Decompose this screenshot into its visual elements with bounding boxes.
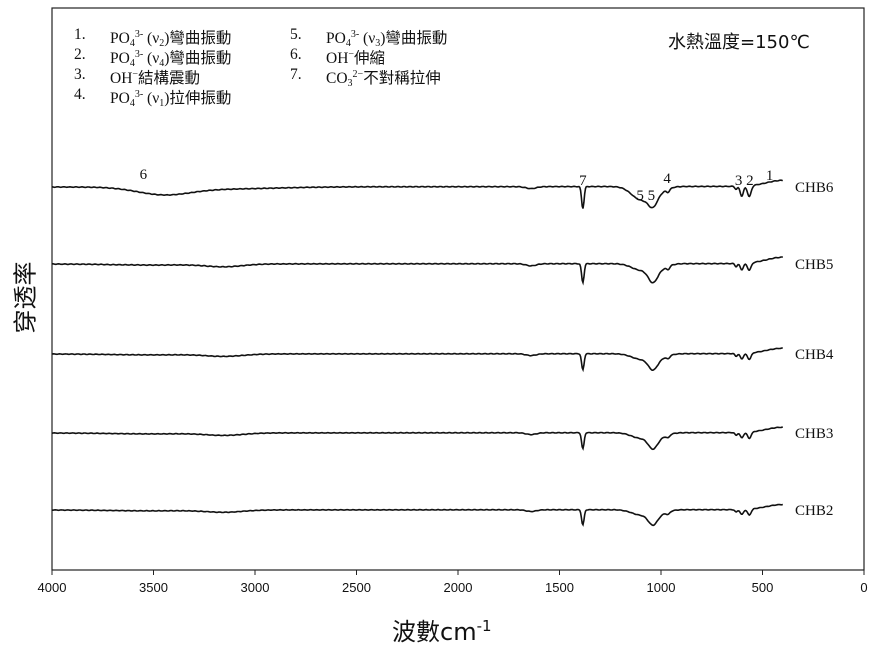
legend-number: 6. bbox=[290, 46, 302, 63]
series-label: CHB4 bbox=[795, 347, 834, 363]
series-label: CHB5 bbox=[795, 257, 833, 273]
series-labels: CHB6 CHB5 CHB4 CHB3 CHB2 bbox=[795, 180, 834, 519]
peak-label: 7 bbox=[579, 173, 587, 189]
x-tick-label: 0 bbox=[860, 580, 867, 595]
legend-number: 2. bbox=[74, 46, 86, 63]
spectrum-line-chb5 bbox=[52, 256, 783, 286]
x-axis-unit: cm bbox=[440, 618, 477, 646]
peak-labels: 6 7 5 5 4 3 2 1 bbox=[140, 167, 774, 204]
legend-text: OH−伸縮 bbox=[326, 49, 386, 67]
series-label: CHB6 bbox=[795, 180, 834, 196]
series-label: CHB3 bbox=[795, 426, 833, 442]
legend-text: CO32−不對稱拉伸 bbox=[326, 69, 441, 89]
legend-text: OH−結構震動 bbox=[110, 69, 201, 87]
spectrum-line-chb4 bbox=[51, 347, 783, 373]
x-tick-label: 3000 bbox=[241, 580, 270, 595]
temperature-annotation: 水熱溫度=150℃ bbox=[668, 32, 810, 53]
legend-number: 3. bbox=[74, 66, 86, 83]
spectrum-line-chb3 bbox=[51, 426, 783, 451]
legend-text: PO43- (ν1)拉伸振動 bbox=[110, 89, 232, 109]
legend-text: PO43- (ν2)彎曲振動 bbox=[110, 29, 232, 49]
x-axis-unit-exponent: -1 bbox=[476, 617, 492, 635]
x-axis-label-text: 波數 bbox=[392, 618, 440, 646]
legend-number: 7. bbox=[290, 66, 302, 83]
series-label: CHB2 bbox=[795, 503, 833, 519]
x-tick-label: 3500 bbox=[139, 580, 168, 595]
legend-text: PO43- (ν3)彎曲振動 bbox=[326, 29, 448, 49]
legend-number: 4. bbox=[74, 86, 86, 103]
x-tick-label: 4000 bbox=[38, 580, 67, 595]
spectrum-line-chb6 bbox=[51, 179, 783, 209]
x-tick-label: 500 bbox=[752, 580, 774, 595]
x-tick-label: 1500 bbox=[545, 580, 574, 595]
legend-number: 1. bbox=[74, 26, 86, 43]
legend-text: PO43- (ν4)彎曲振動 bbox=[110, 49, 232, 69]
spectrum-line-chb2 bbox=[52, 503, 783, 527]
peak-label: 5 5 bbox=[636, 188, 655, 204]
legend-number: 5. bbox=[290, 26, 302, 43]
x-tick-label: 2000 bbox=[444, 580, 473, 595]
peak-label: 4 bbox=[663, 171, 671, 187]
x-axis-ticks: 4000 3500 3000 2500 2000 1500 1000 500 0 bbox=[38, 570, 868, 595]
spectra-group bbox=[51, 179, 783, 527]
peak-label: 6 bbox=[140, 167, 148, 183]
x-axis-label: 波數cm-1 bbox=[392, 612, 492, 647]
peak-label: 1 bbox=[766, 168, 774, 184]
peak-label: 3 2 bbox=[735, 173, 754, 189]
x-tick-label: 1000 bbox=[647, 580, 676, 595]
x-tick-label: 2500 bbox=[342, 580, 371, 595]
y-axis-label: 穿透率 bbox=[11, 261, 40, 334]
